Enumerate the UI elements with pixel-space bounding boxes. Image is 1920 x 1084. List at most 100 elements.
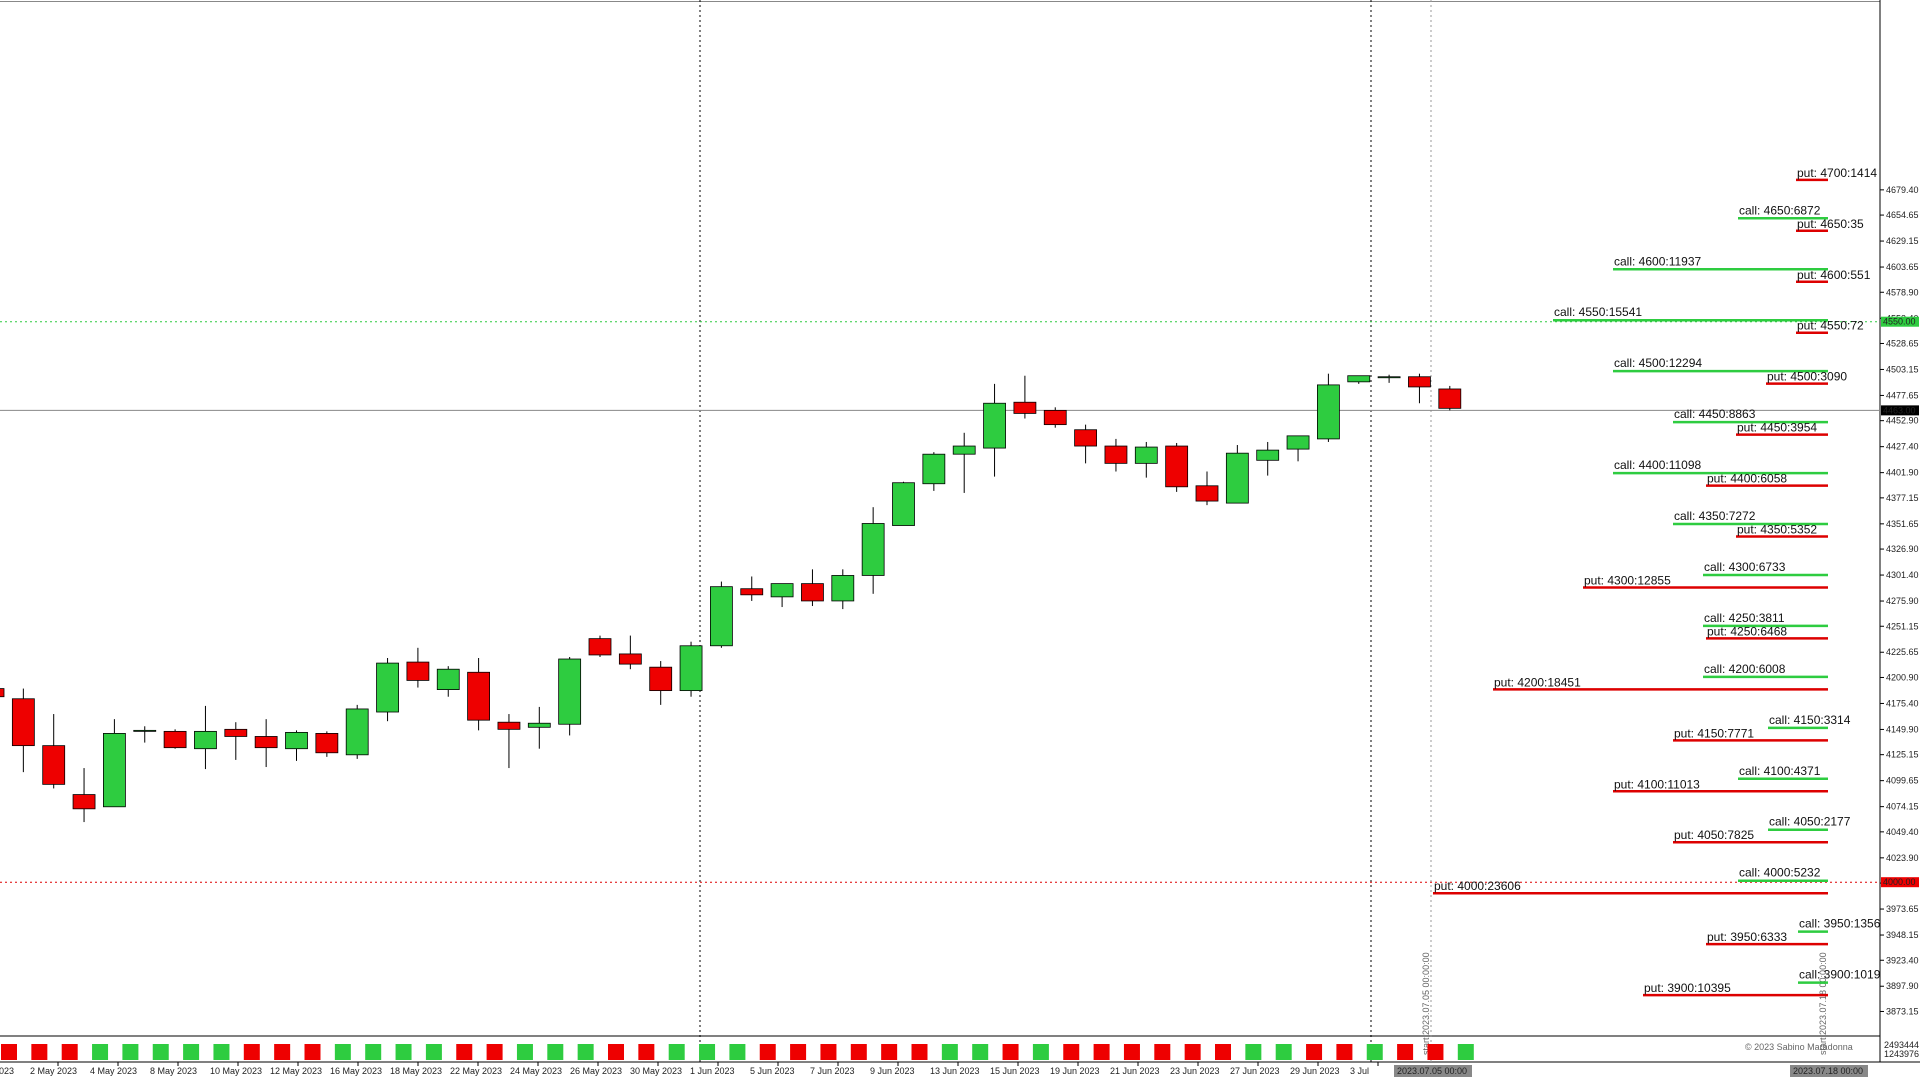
date-highlight-bg — [1394, 1065, 1472, 1077]
current-price-tag: 4463.00 — [1883, 405, 1916, 415]
date-label: 15 Jun 2023 — [990, 1066, 1040, 1076]
volume-bar — [1215, 1044, 1231, 1060]
candles-layer — [0, 373, 1462, 823]
call-level-label: call: 4150:3314 — [1769, 713, 1851, 727]
call-level-label: call: 3950:1356 — [1799, 917, 1881, 931]
candle-bull — [1256, 449, 1280, 461]
volume-bar — [1, 1044, 17, 1060]
candle-bear — [11, 698, 35, 747]
volume-bar — [1336, 1044, 1353, 1060]
candle-bear — [618, 653, 642, 665]
price-tick-label: 4578.90 — [1886, 287, 1919, 297]
volume-bar — [850, 1044, 867, 1060]
volume-bar — [456, 1044, 473, 1060]
candle-bull — [861, 523, 885, 576]
price-tick-label: 4351.65 — [1886, 519, 1919, 529]
candle-bull — [1225, 452, 1249, 504]
level-price-tag-bg — [1881, 877, 1919, 888]
price-tick-label: 4200.90 — [1886, 672, 1919, 682]
price-tick-label: 3948.15 — [1886, 930, 1919, 940]
candle-bear — [72, 794, 96, 810]
date-label: 9 Jun 2023 — [870, 1066, 915, 1076]
price-tick-label: 4326.90 — [1886, 544, 1919, 554]
price-tick-label: 4427.40 — [1886, 442, 1919, 452]
price-tick-label: 4275.90 — [1886, 596, 1919, 606]
candle-bear — [1408, 376, 1431, 388]
volume-bar — [668, 1044, 685, 1060]
price-tick-label: 3973.65 — [1886, 904, 1919, 914]
vertical-marker-label: start 2023.07.18 00:00:00 — [1818, 952, 1828, 1055]
price-tick-label: 4149.90 — [1886, 724, 1919, 734]
candle-bull — [558, 658, 582, 725]
volume-bar — [425, 1044, 442, 1060]
volume-bar — [820, 1044, 837, 1060]
candle-bull — [194, 730, 217, 750]
candle-bear — [0, 688, 5, 698]
price-tick-label: 4023.90 — [1886, 853, 1919, 863]
price-tick-label: 4301.40 — [1886, 570, 1919, 580]
date-label: 16 May 2023 — [330, 1066, 382, 1076]
price-tick-label: 3923.40 — [1886, 955, 1919, 965]
price-tick-label: 4679.40 — [1886, 185, 1919, 195]
candle-bull — [952, 445, 976, 455]
volume-bar — [213, 1044, 230, 1060]
candle-bear — [588, 638, 612, 656]
date-axis: 2023 2 May 2023 4 May 2023 8 May 2023 10 May… — [0, 1062, 1868, 1077]
put-level-label: put: 4050:7825 — [1674, 828, 1754, 842]
candle-bear — [497, 721, 521, 730]
volume-bar — [941, 1044, 958, 1060]
volume-bar — [1063, 1044, 1080, 1060]
volume-bar — [1093, 1044, 1110, 1060]
candle-bear — [1165, 445, 1189, 488]
date-label: 1 Jun 2023 — [690, 1066, 735, 1076]
candle-bull — [376, 662, 399, 713]
call-level-label: call: 4050:2177 — [1769, 815, 1851, 829]
price-tick-label: 4503.15 — [1886, 364, 1919, 374]
volume-bar — [759, 1044, 776, 1060]
level-price-tag: 4000.00 — [1883, 877, 1916, 887]
price-tick-label: 4401.90 — [1886, 468, 1919, 478]
volume-bar — [1154, 1044, 1171, 1060]
volume-bar — [486, 1044, 503, 1060]
price-axis: 4679.404654.654629.154603.654578.904553.… — [1880, 185, 1919, 1016]
volume-bar — [881, 1044, 898, 1060]
put-level-label: put: 4000:23606 — [1434, 879, 1521, 893]
date-label: 3 Jul — [1350, 1066, 1369, 1076]
candle-bear — [1043, 409, 1067, 426]
volume-bar — [122, 1044, 139, 1060]
vertical-marker-label: start 2023.07.05 00:00:00 — [1421, 952, 1431, 1055]
put-level-label: put: 4450:3954 — [1737, 421, 1817, 435]
date-highlight-label: 2023.07.05 00:00 — [1397, 1066, 1467, 1076]
price-tick-label: 4175.40 — [1886, 698, 1919, 708]
candle-bear — [406, 661, 430, 681]
date-label: 13 Jun 2023 — [930, 1066, 980, 1076]
volume-bar — [577, 1044, 594, 1060]
candle-bull — [1347, 375, 1371, 383]
put-level-label: put: 4200:18451 — [1494, 675, 1581, 689]
candle-bull — [892, 482, 915, 526]
date-highlight-label: 2023.07.18 00:00 — [1793, 1066, 1863, 1076]
put-level-label: put: 3900:10395 — [1644, 981, 1731, 995]
price-tick-label: 4477.65 — [1886, 390, 1919, 400]
volume-bar — [1457, 1044, 1474, 1060]
candle-bull — [1286, 435, 1310, 450]
candle-bull — [1317, 384, 1340, 440]
candle-bull — [770, 583, 794, 598]
date-label: 18 May 2023 — [390, 1066, 442, 1076]
call-level-label: call: 4100:4371 — [1739, 764, 1821, 778]
volume-bar — [1366, 1044, 1383, 1060]
put-level-label: put: 4250:6468 — [1707, 624, 1787, 638]
date-label: 2023 — [0, 1066, 14, 1076]
put-level-label: put: 4100:11013 — [1614, 777, 1700, 791]
candle-bear — [1104, 445, 1128, 464]
price-tick-label: 3897.90 — [1886, 981, 1919, 991]
price-tick-label: 4528.65 — [1886, 338, 1919, 348]
price-tick-label: 4099.65 — [1886, 776, 1919, 786]
candle-bear — [163, 730, 187, 749]
call-level-label: call: 4500:12294 — [1614, 356, 1702, 370]
price-tick-label: 4629.15 — [1886, 236, 1919, 246]
volume-bar — [516, 1044, 533, 1060]
call-level-label: call: 4400:11098 — [1614, 458, 1702, 472]
call-level-label: call: 3900:1019 — [1799, 968, 1881, 982]
